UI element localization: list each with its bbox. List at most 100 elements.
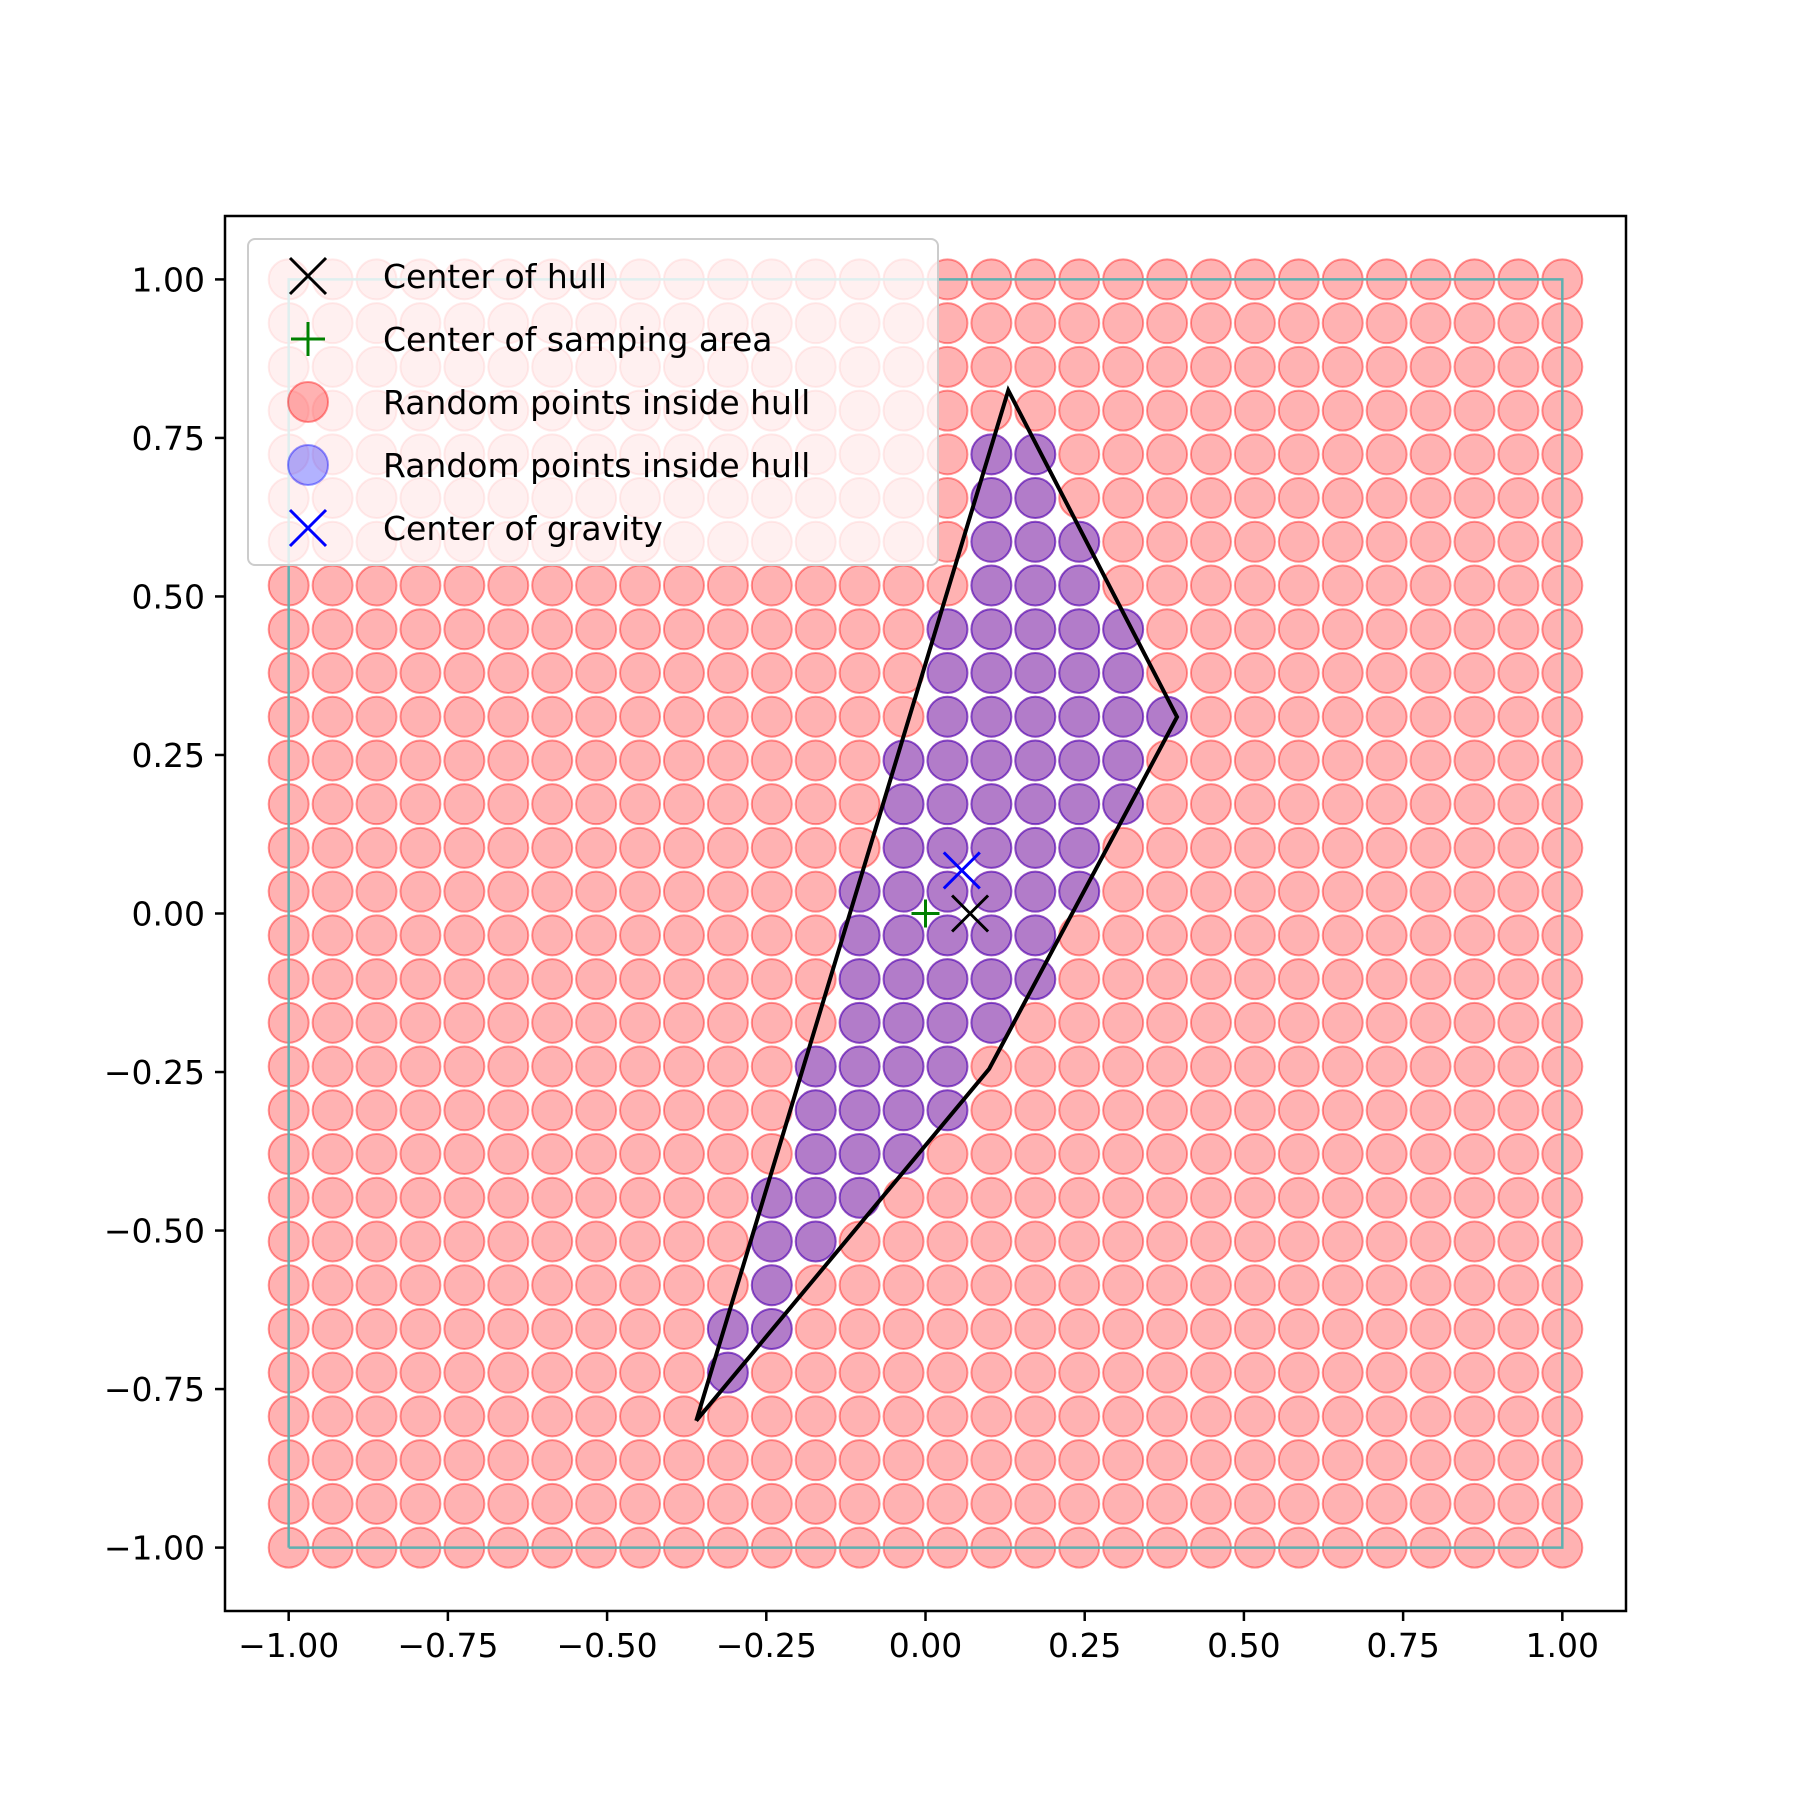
red-point [1189,389,1232,432]
red-point [1102,1439,1145,1482]
red-point [750,739,793,782]
red-point [487,1439,530,1482]
red-point [970,958,1013,1001]
blue-point [926,1089,969,1132]
red-point [1409,1351,1452,1394]
blue-point [1014,870,1057,913]
red-point [1014,345,1057,388]
red-point [970,1089,1013,1132]
red-point [706,1395,749,1438]
red-point [399,826,442,869]
red-point [1453,739,1496,782]
red-point [487,608,530,651]
red-point [1365,1395,1408,1438]
red-point [311,1133,354,1176]
red-point [1497,1307,1540,1350]
red-point [487,651,530,694]
red-point [1058,345,1101,388]
red-point [487,1482,530,1525]
red-point [1014,608,1057,651]
red-point [1058,1482,1101,1525]
red-point [487,1264,530,1307]
red-point [531,1220,574,1263]
red-point [1321,345,1364,388]
blue-point [1058,783,1101,826]
red-point [970,520,1013,563]
legend-marker [287,444,329,486]
red-point [1497,783,1540,826]
red-point [838,1439,881,1482]
red-point [443,1439,486,1482]
red-point [1102,1264,1145,1307]
red-point [1102,1395,1145,1438]
red-point [926,1089,969,1132]
red-point [706,1089,749,1132]
red-point [1102,1351,1145,1394]
red-point [706,826,749,869]
red-point [619,1001,662,1044]
hull-layer [694,385,1180,1423]
red-point [1146,1307,1189,1350]
red-point [355,914,398,957]
red-point [1189,302,1232,345]
red-point [794,783,837,826]
red-point [1277,1133,1320,1176]
red-point [619,1439,662,1482]
blue-point [1014,695,1057,738]
red-point [838,1133,881,1176]
red-point [1277,1307,1320,1350]
red-point [487,564,530,607]
red-point [487,958,530,1001]
red-point [838,1045,881,1088]
red-point [1189,1176,1232,1219]
blue-point [1014,520,1057,563]
red-point [575,1307,618,1350]
red-point [1102,1482,1145,1525]
red-point [355,1351,398,1394]
red-point [399,783,442,826]
red-point [1058,958,1101,1001]
red-point [531,1264,574,1307]
legend-marker [288,508,328,548]
blue-point [1014,739,1057,782]
red-point [1146,389,1189,432]
blue-point [970,1001,1013,1044]
red-point [794,1264,837,1307]
red-point [1233,1001,1276,1044]
blue-point [1058,520,1101,563]
red-point [399,1133,442,1176]
red-point [1014,564,1057,607]
red-point [619,914,662,957]
blue-point [882,870,925,913]
red-point [1321,433,1364,476]
blue-point [882,914,925,957]
red-point [1409,1133,1452,1176]
red-point [1102,958,1145,1001]
x-tick-label: −0.50 [557,1626,658,1665]
red-point [750,695,793,738]
red-point [882,958,925,1001]
red-point [662,1351,705,1394]
blue-point [1014,783,1057,826]
red-point [1058,1176,1101,1219]
red-point [1189,1220,1232,1263]
red-point [443,1264,486,1307]
red-point [531,651,574,694]
red-point [1453,783,1496,826]
red-point [487,1133,530,1176]
blue-point [970,564,1013,607]
red-point [575,564,618,607]
red-point [1453,608,1496,651]
red-point [1409,958,1452,1001]
red-point [1365,695,1408,738]
red-point [926,1176,969,1219]
red-point [662,1220,705,1263]
red-point [794,1307,837,1350]
red-point [1321,389,1364,432]
red-point [1321,1176,1364,1219]
red-point [1497,1001,1540,1044]
red-point [311,1439,354,1482]
red-point [1277,1264,1320,1307]
red-point [1497,1089,1540,1132]
red-point [619,1176,662,1219]
